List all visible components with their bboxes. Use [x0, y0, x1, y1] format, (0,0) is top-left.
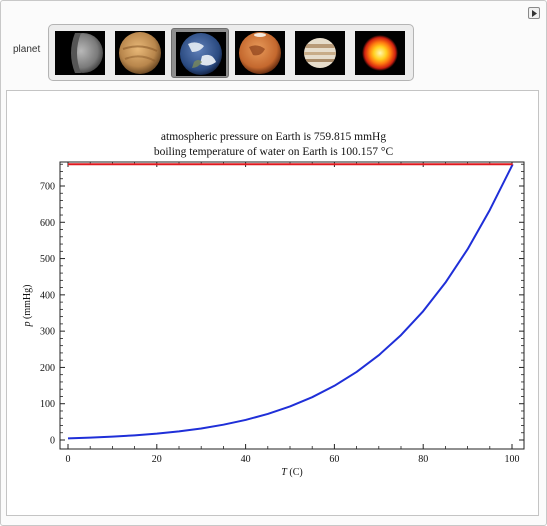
- x-tick-label: 40: [241, 454, 251, 465]
- planet-selector[interactable]: [48, 24, 414, 81]
- venus-icon: [115, 31, 165, 75]
- pressure-temperature-chart: 0 100 200 300 400 500 600 700 0 20 40 60 80 100 T (C) p…: [22, 161, 525, 478]
- y-tick-label: 200: [40, 363, 55, 374]
- x-tick-label: 100: [505, 454, 520, 465]
- y-axis-label: p (mmHg): [22, 285, 33, 328]
- mercury-icon: [55, 31, 105, 75]
- play-button[interactable]: [528, 7, 540, 19]
- earth-icon: [176, 32, 226, 76]
- planet-button-jupiter[interactable]: [291, 28, 349, 78]
- y-tick-label: 300: [40, 327, 55, 338]
- sun-icon: [355, 31, 405, 75]
- plot-title-line-2: boiling temperature of water on Earth is…: [153, 146, 394, 158]
- plot-frame: [59, 161, 525, 450]
- x-tick-label: 0: [66, 454, 71, 465]
- play-icon: [532, 10, 537, 17]
- x-tick-label: 80: [418, 454, 428, 465]
- planet-button-mars[interactable]: [231, 28, 289, 78]
- plot-title-line-1: atmospheric pressure on Earth is 759.815…: [160, 131, 387, 143]
- x-tick-label: 60: [329, 454, 339, 465]
- y-tick-label: 0: [50, 436, 55, 447]
- y-tick-label: 700: [40, 182, 55, 193]
- y-tick-label: 500: [40, 254, 55, 265]
- jupiter-icon: [295, 31, 345, 75]
- planet-button-mercury[interactable]: [51, 28, 109, 78]
- planet-label: planet: [13, 44, 41, 55]
- y-tick-label: 600: [40, 218, 55, 229]
- x-tick-label: 20: [152, 454, 162, 465]
- planet-button-venus[interactable]: [111, 28, 169, 78]
- y-tick-label: 100: [40, 399, 55, 410]
- planet-button-sun[interactable]: [351, 28, 409, 78]
- y-tick-label: 400: [40, 290, 55, 301]
- planet-button-earth[interactable]: [171, 28, 229, 78]
- mars-icon: [235, 31, 285, 75]
- vapor-pressure-curve: [67, 163, 514, 440]
- x-axis-label: T (C): [281, 467, 302, 478]
- plot-panel: atmospheric pressure on Earth is 759.815…: [6, 90, 539, 516]
